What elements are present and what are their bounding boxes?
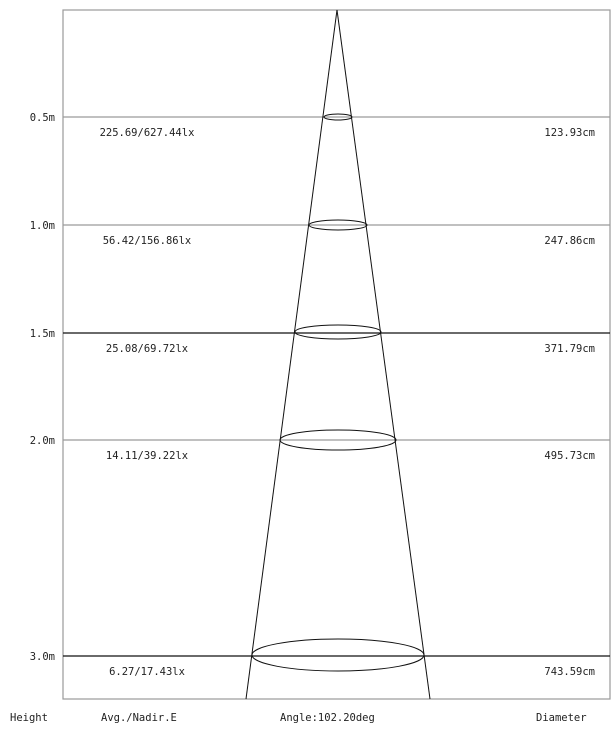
footer-height-label: Height [10,712,48,724]
illuminance-label-0: 225.69/627.44lx [100,127,195,139]
height-label-2: 1.5m [30,328,55,340]
diameter-label-2: 371.79cm [544,343,595,355]
beam-ellipse-2 [295,325,381,339]
footer-angle-label: Angle:102.20deg [280,712,375,724]
beam-ellipse-4 [252,639,424,671]
height-label-1: 1.0m [30,220,55,232]
diameter-label-0: 123.93cm [544,127,595,139]
height-label-3: 2.0m [30,435,55,447]
illuminance-label-3: 14.11/39.22lx [106,450,188,462]
diameter-label-4: 743.59cm [544,666,595,678]
illuminance-label-2: 25.08/69.72lx [106,343,188,355]
illuminance-label-1: 56.42/156.86lx [103,235,192,247]
diameter-label-3: 495.73cm [544,450,595,462]
footer-diameter-label: Diameter [536,712,587,724]
cone-left-edge [246,10,337,699]
diameter-label-1: 247.86cm [544,235,595,247]
illuminance-label-4: 6.27/17.43lx [109,666,185,678]
footer-illuminance-label: Avg./Nadir.E [101,712,177,724]
cone-right-edge [337,10,430,699]
height-label-0: 0.5m [30,112,55,124]
height-label-4: 3.0m [30,651,55,663]
